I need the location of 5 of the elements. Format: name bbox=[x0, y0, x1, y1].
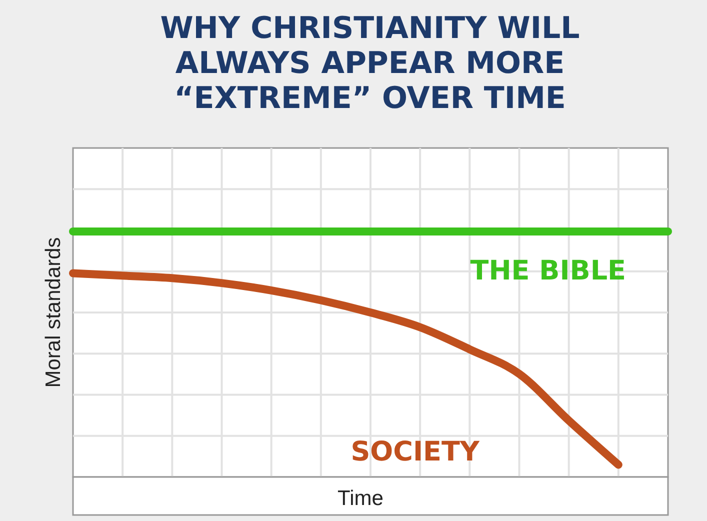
series-label: THE BIBLE bbox=[470, 255, 626, 286]
y-axis-title: Moral standards bbox=[42, 237, 65, 388]
text: SOCIETY bbox=[350, 436, 480, 468]
x-axis-title: Time bbox=[338, 487, 384, 510]
chart-title: WHY CHRISTIANITY WILL ALWAYS APPEAR MORE “EXTREME” OVER TIME bbox=[160, 11, 580, 116]
